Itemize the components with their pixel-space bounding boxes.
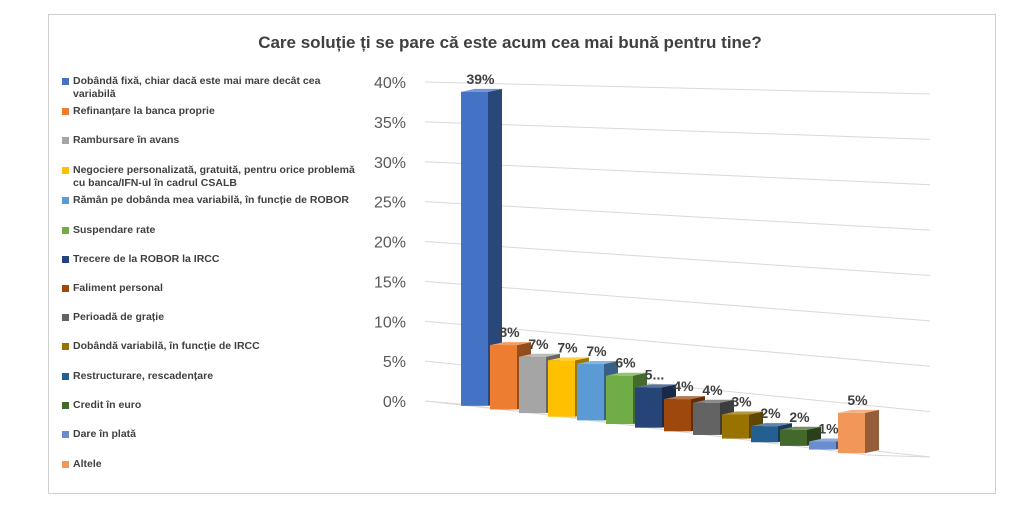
legend-label: Negociere personalizată, gratuită, pentr… <box>73 164 355 189</box>
y-tick-label: 25% <box>374 195 406 212</box>
data-label: 7% <box>557 339 578 355</box>
data-label: 4% <box>702 382 723 398</box>
bar-side <box>865 409 879 454</box>
legend-label: Rămân pe dobânda mea variabilă, în funcț… <box>73 194 349 206</box>
legend-label: Refinanțare la banca proprie <box>73 105 215 117</box>
bar-top <box>664 396 705 400</box>
legend-label: Dobândă fixă, chiar dacă este mai mare d… <box>73 75 321 100</box>
legend-swatch <box>62 78 69 85</box>
bar <box>461 91 488 406</box>
legend-label: Credit în euro <box>73 399 142 411</box>
data-label: 7% <box>528 336 549 352</box>
legend-label: Suspendare rate <box>73 224 156 236</box>
gridline <box>424 81 931 95</box>
bar-top <box>606 372 647 376</box>
gridline <box>424 320 931 367</box>
legend-swatch <box>62 285 69 292</box>
legend-swatch <box>62 227 69 234</box>
data-label: 6% <box>615 355 636 371</box>
floor-outline <box>424 400 931 458</box>
legend-swatch <box>62 256 69 263</box>
bar-top <box>577 361 618 365</box>
data-label: 2% <box>789 409 810 425</box>
bar <box>780 429 807 446</box>
legend-label: Dare în plată <box>73 428 137 440</box>
gridline <box>424 241 931 276</box>
y-tick-label: 30% <box>374 155 406 172</box>
legend-swatch <box>62 137 69 144</box>
bar <box>577 364 604 421</box>
y-tick-label: 10% <box>374 314 406 331</box>
legend-swatch <box>62 108 69 115</box>
legend-label: Trecere de la ROBOR la IRCC <box>73 253 220 265</box>
bar <box>751 426 778 443</box>
legend-label: Restructurare, rescadențare <box>73 370 214 382</box>
legend-label: Altele <box>73 458 102 470</box>
gridline <box>424 201 931 231</box>
data-label: 5... <box>645 366 664 382</box>
legend-label: Faliment personal <box>73 282 163 294</box>
bar <box>635 387 662 428</box>
y-tick-label: 20% <box>374 235 406 252</box>
data-label: 5% <box>847 392 868 408</box>
bar-top <box>780 426 821 430</box>
chart-title: Care soluție ți se pare că este acum cea… <box>258 33 762 52</box>
y-tick-label: 5% <box>383 354 406 371</box>
data-label: 2% <box>760 405 781 421</box>
bar <box>519 356 546 414</box>
y-tick-label: 15% <box>374 274 406 291</box>
bar-side <box>488 88 502 406</box>
data-label: 7% <box>586 343 607 359</box>
data-label: 3% <box>731 393 752 409</box>
data-label: 1% <box>818 420 839 436</box>
bar-top <box>548 357 589 361</box>
legend-swatch <box>62 402 69 409</box>
data-label: 4% <box>673 378 694 394</box>
data-label: 8% <box>499 324 520 340</box>
legend-swatch <box>62 373 69 380</box>
bar-top <box>461 88 502 92</box>
bar-top <box>635 384 676 388</box>
bar <box>693 402 720 435</box>
legend-swatch <box>62 431 69 438</box>
legend-label: Perioadă de grație <box>73 311 165 323</box>
bar-top <box>490 342 531 346</box>
y-tick-label: 0% <box>383 394 406 411</box>
y-tick-label: 35% <box>374 115 406 132</box>
data-label: 39% <box>466 71 495 87</box>
legend-swatch <box>62 343 69 350</box>
bar-top <box>751 423 792 427</box>
bar-top <box>722 411 763 415</box>
legend-label: Rambursare în avans <box>73 134 180 146</box>
legend-swatch <box>62 167 69 174</box>
gridline <box>424 280 931 322</box>
bar-top <box>519 353 560 357</box>
bar-top <box>838 409 879 413</box>
bar-top <box>693 399 734 403</box>
bar <box>490 345 517 410</box>
bar <box>606 375 633 425</box>
y-tick-label: 40% <box>374 75 406 92</box>
gridline <box>424 121 931 140</box>
gridline <box>424 161 931 186</box>
legend-label: Dobândă variabilă, în funcție de IRCC <box>73 340 260 352</box>
legend-swatch <box>62 197 69 204</box>
bar <box>809 441 836 450</box>
legend-swatch <box>62 314 69 321</box>
bar <box>548 360 575 417</box>
bar <box>722 414 749 439</box>
bar <box>838 412 865 454</box>
bar <box>664 399 691 432</box>
legend-swatch <box>62 461 69 468</box>
